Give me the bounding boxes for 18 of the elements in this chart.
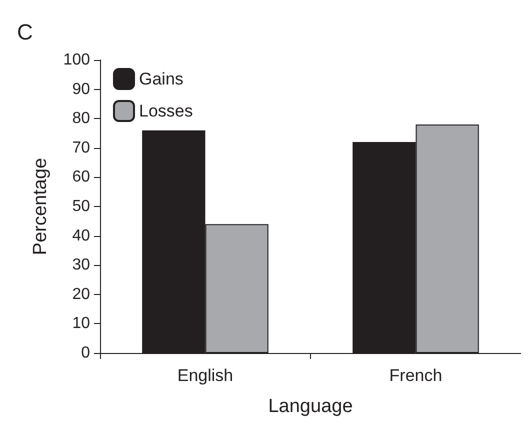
legend-label: Losses	[139, 102, 193, 120]
x-tick-label: English	[177, 366, 234, 385]
x-tick-label: French	[389, 366, 442, 385]
y-tick-label: 30	[72, 256, 90, 274]
y-tick-label: 50	[72, 198, 90, 215]
y-tick-label: 20	[72, 286, 90, 303]
x-axis-title: Language	[268, 396, 353, 417]
y-tick-label: 10	[72, 315, 90, 332]
chart-title: C	[17, 20, 33, 44]
y-tick-label: 0	[81, 344, 90, 362]
y-tick-label: 70	[72, 139, 90, 156]
y-axis-title: Percentage	[30, 158, 51, 256]
y-tick-label: 80	[72, 110, 90, 128]
y-tick-label: 40	[72, 227, 90, 244]
y-tick-label: 60	[72, 168, 90, 186]
y-tick-label: 100	[63, 52, 90, 68]
y-tick-label: 90	[72, 80, 90, 98]
legend-label: Gains	[139, 70, 184, 88]
